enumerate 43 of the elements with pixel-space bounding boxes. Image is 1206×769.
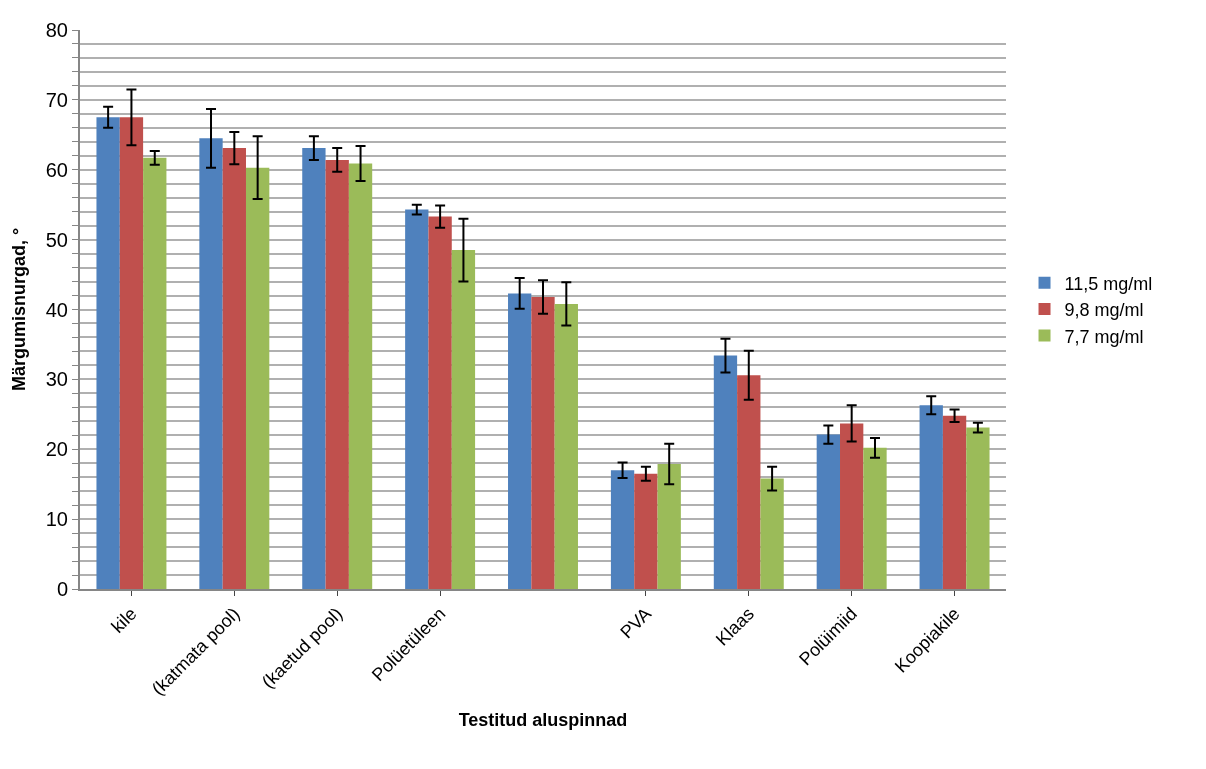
bar — [657, 463, 681, 589]
bar — [863, 447, 887, 589]
bar — [760, 478, 784, 589]
bar — [302, 148, 326, 589]
bar — [96, 117, 120, 589]
legend-label: 11,5 mg/ml — [1064, 273, 1153, 294]
bar — [199, 138, 223, 589]
bar — [222, 148, 246, 589]
y-tick-label: 40 — [45, 298, 68, 321]
y-tick-label: 10 — [45, 508, 68, 531]
bar — [816, 434, 841, 589]
bar — [919, 405, 943, 589]
bar — [325, 159, 349, 589]
legend-label: 9,8 mg/ml — [1064, 300, 1144, 321]
x-tick-label: kile — [107, 603, 141, 637]
bar — [119, 117, 144, 589]
bar — [634, 473, 658, 589]
legend-label: 7,7 mg/ml — [1064, 326, 1144, 347]
bar — [737, 375, 761, 589]
x-tick-label: PVA — [616, 603, 656, 643]
bar — [713, 355, 738, 589]
y-tick-label: 0 — [56, 578, 68, 600]
bar — [508, 293, 532, 589]
bar — [840, 423, 864, 589]
x-axis-title: Testitud aluspinnad — [458, 709, 628, 730]
bar — [451, 250, 476, 589]
y-tick-label: 50 — [45, 228, 68, 251]
bar — [531, 296, 555, 589]
bar — [942, 415, 967, 589]
y-tick-label: 20 — [45, 438, 68, 461]
bar — [348, 163, 373, 589]
bar — [405, 209, 429, 589]
bar — [428, 216, 452, 589]
y-axis-title: Märgumisnurgad, ° — [9, 227, 30, 392]
bar — [610, 470, 635, 589]
bar — [245, 167, 270, 589]
bar — [554, 303, 578, 589]
y-tick-label: 70 — [45, 88, 68, 111]
bar — [966, 427, 990, 589]
y-tick-label: 80 — [45, 19, 68, 41]
y-tick-label: 30 — [45, 368, 68, 391]
y-tick-label: 60 — [45, 158, 68, 181]
bar — [143, 157, 167, 589]
